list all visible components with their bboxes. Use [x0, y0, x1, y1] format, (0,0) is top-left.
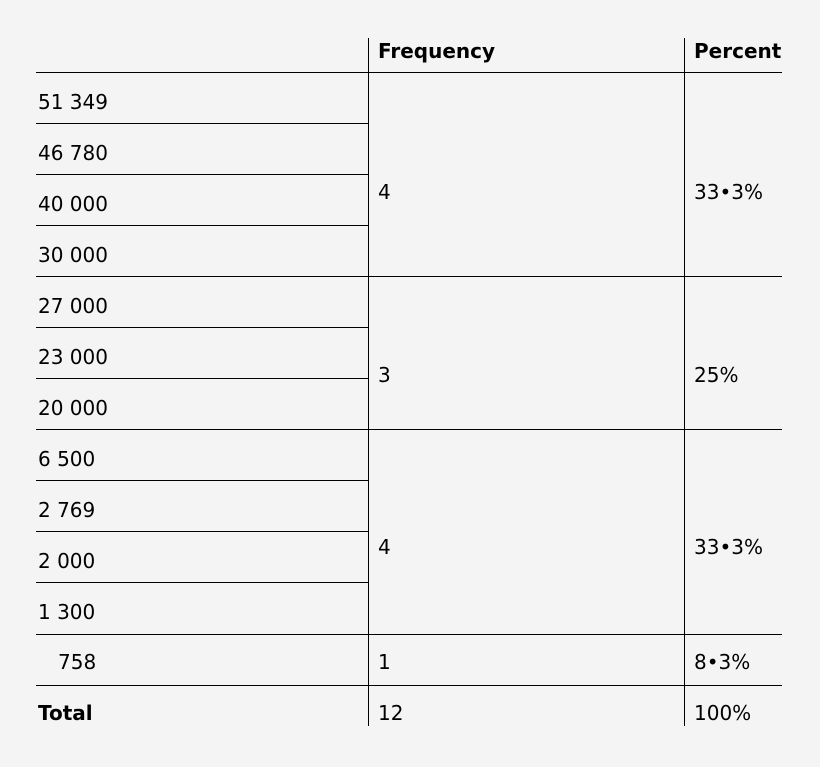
header-percent: Percent — [694, 39, 782, 63]
row-rule — [36, 531, 368, 532]
frequency-cell: 3 — [378, 363, 391, 387]
row-rule — [36, 123, 368, 124]
column-divider-percent — [684, 38, 685, 726]
value-cell: 1 300 — [38, 600, 96, 624]
header-frequency: Frequency — [378, 39, 496, 63]
frequency-cell: 1 — [378, 650, 391, 674]
total-label: Total — [38, 701, 93, 725]
row-rule — [36, 378, 368, 379]
group-rule-1 — [36, 276, 782, 277]
value-cell: 20 000 — [38, 396, 108, 420]
value-cell: 2 000 — [38, 549, 96, 573]
total-percent: 100% — [694, 701, 752, 725]
value-cell: 27 000 — [38, 294, 108, 318]
total-rule — [36, 685, 782, 686]
value-cell: 6 500 — [38, 447, 96, 471]
row-rule — [36, 225, 368, 226]
value-cell: 30 000 — [38, 243, 108, 267]
frequency-cell: 4 — [378, 535, 391, 559]
header-rule — [36, 72, 782, 73]
value-cell: 40 000 — [38, 192, 108, 216]
value-cell: 23 000 — [38, 345, 108, 369]
row-rule — [36, 174, 368, 175]
value-cell: 51 349 — [38, 90, 108, 114]
percent-cell: 33•3% — [694, 180, 763, 204]
total-frequency: 12 — [378, 701, 404, 725]
column-divider-frequency — [368, 38, 369, 726]
row-rule — [36, 582, 368, 583]
group-rule-3 — [36, 634, 782, 635]
value-cell: 2 769 — [38, 498, 96, 522]
frequency-cell: 4 — [378, 180, 391, 204]
group-rule-2 — [36, 429, 782, 430]
row-rule — [36, 327, 368, 328]
row-rule — [36, 480, 368, 481]
value-cell: 46 780 — [38, 141, 108, 165]
percent-cell: 33•3% — [694, 535, 763, 559]
percent-cell: 8•3% — [694, 650, 751, 674]
percent-cell: 25% — [694, 363, 739, 387]
value-cell: 758 — [58, 650, 97, 674]
